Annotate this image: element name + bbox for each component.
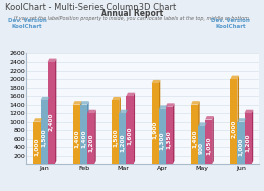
Text: 1,300: 1,300 <box>160 132 165 150</box>
Bar <box>237 122 244 164</box>
Text: Dev. Version
KoolChart: Dev. Version KoolChart <box>8 18 47 29</box>
Polygon shape <box>94 110 96 164</box>
Text: 1,000: 1,000 <box>35 137 40 155</box>
Text: 1,050: 1,050 <box>206 136 211 155</box>
Bar <box>41 100 48 164</box>
Text: 1,400: 1,400 <box>192 130 197 148</box>
Polygon shape <box>252 110 253 164</box>
Polygon shape <box>198 122 207 126</box>
Text: 1,400: 1,400 <box>81 130 86 148</box>
Polygon shape <box>34 118 42 122</box>
Polygon shape <box>119 110 128 113</box>
Text: 1,400: 1,400 <box>74 130 79 148</box>
Text: 900: 900 <box>199 142 204 154</box>
Bar <box>119 113 126 164</box>
Polygon shape <box>87 101 89 164</box>
Text: Annual Report: Annual Report <box>101 9 163 18</box>
Polygon shape <box>244 110 253 113</box>
Polygon shape <box>80 101 89 105</box>
Polygon shape <box>159 80 160 164</box>
Bar <box>87 113 94 164</box>
Bar <box>34 122 41 164</box>
Text: 1,200: 1,200 <box>88 134 93 152</box>
Bar <box>48 62 55 164</box>
Text: 1,600: 1,600 <box>128 126 133 145</box>
Polygon shape <box>230 76 239 79</box>
Bar <box>73 105 80 164</box>
Bar <box>112 100 119 164</box>
Bar <box>205 120 212 164</box>
Text: Dev. Version
KoolChart: Dev. Version KoolChart <box>211 18 250 29</box>
Polygon shape <box>198 101 200 164</box>
Polygon shape <box>80 101 82 164</box>
Polygon shape <box>134 93 135 164</box>
Bar <box>166 107 173 164</box>
Polygon shape <box>41 97 49 100</box>
Polygon shape <box>191 101 200 105</box>
Text: 1,500: 1,500 <box>113 128 118 147</box>
Bar <box>152 83 159 164</box>
Polygon shape <box>205 122 207 164</box>
Text: 1,500: 1,500 <box>42 128 47 147</box>
Polygon shape <box>126 110 128 164</box>
Bar <box>198 126 205 164</box>
Polygon shape <box>237 118 246 122</box>
Text: 1,350: 1,350 <box>167 131 172 149</box>
Polygon shape <box>159 105 167 109</box>
Text: KoolChart - Multi-Series Column3D Chart: KoolChart - Multi-Series Column3D Chart <box>5 3 177 12</box>
Polygon shape <box>119 97 121 164</box>
Text: If you set the labelPosition property to inside, you can locate labels at the to: If you set the labelPosition property to… <box>14 16 250 21</box>
Bar <box>191 105 198 164</box>
Polygon shape <box>87 110 96 113</box>
Polygon shape <box>166 103 175 107</box>
Polygon shape <box>48 59 56 62</box>
Bar <box>126 96 134 164</box>
Text: 1,900: 1,900 <box>153 121 158 139</box>
Polygon shape <box>41 118 42 164</box>
Text: 1,200: 1,200 <box>120 134 125 152</box>
Polygon shape <box>244 118 246 164</box>
Text: 1,000: 1,000 <box>238 137 243 155</box>
Polygon shape <box>126 93 135 96</box>
Polygon shape <box>205 116 214 120</box>
Polygon shape <box>48 97 49 164</box>
Text: 1,200: 1,200 <box>246 134 251 152</box>
Polygon shape <box>212 116 214 164</box>
Bar <box>244 113 252 164</box>
Bar <box>159 109 166 164</box>
Polygon shape <box>112 97 121 100</box>
Text: 2,000: 2,000 <box>232 119 237 138</box>
Polygon shape <box>173 103 175 164</box>
Bar <box>80 105 87 164</box>
Polygon shape <box>73 101 82 105</box>
Polygon shape <box>166 105 167 164</box>
Polygon shape <box>152 80 160 83</box>
Polygon shape <box>55 59 56 164</box>
Polygon shape <box>237 76 239 164</box>
Text: 2,400: 2,400 <box>49 112 54 131</box>
Bar <box>230 79 237 164</box>
